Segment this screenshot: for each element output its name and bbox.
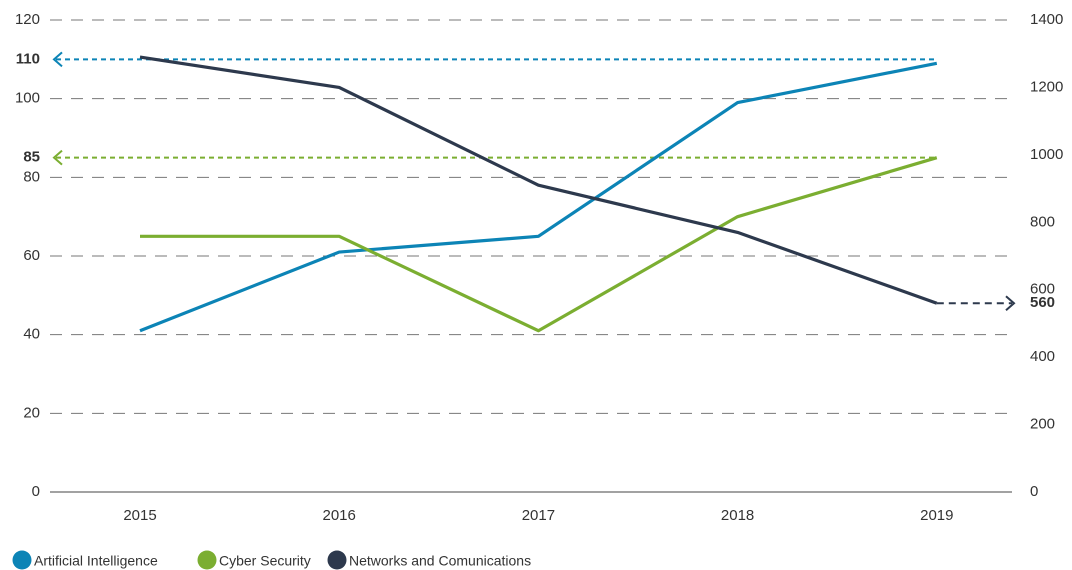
reference-arrow xyxy=(52,149,63,166)
series-line xyxy=(140,156,938,333)
y2-tick-label: 200 xyxy=(1030,416,1055,433)
series-line xyxy=(139,55,938,305)
reference-label: 560 xyxy=(1030,294,1055,311)
reference-label: 110 xyxy=(16,50,40,67)
legend-swatch xyxy=(327,550,347,570)
y-tick-label: 120 xyxy=(15,11,40,28)
x-tick-label: 2015 xyxy=(123,507,156,524)
y2-tick-label: 400 xyxy=(1030,348,1055,365)
y-tick-label: 20 xyxy=(23,404,40,421)
reference-arrow xyxy=(1005,295,1016,311)
y-tick-label: 0 xyxy=(32,483,40,500)
y2-tick-label: 0 xyxy=(1030,483,1038,500)
series-line xyxy=(139,61,938,333)
legend-label: Cyber Security xyxy=(219,553,311,569)
legend-label: Networks and Comunications xyxy=(349,553,531,569)
x-tick-label: 2019 xyxy=(920,507,953,524)
y2-tick-label: 600 xyxy=(1030,281,1055,298)
y2-tick-label: 800 xyxy=(1030,213,1055,230)
x-tick-label: 2016 xyxy=(323,507,356,524)
reference-arrow xyxy=(52,51,63,68)
x-tick-label: 2018 xyxy=(721,507,754,524)
x-tick-label: 2017 xyxy=(522,507,555,524)
y-tick-label: 100 xyxy=(15,90,40,107)
y2-tick-label: 1200 xyxy=(1030,78,1063,95)
y-tick-label: 40 xyxy=(23,326,40,343)
y2-tick-label: 1400 xyxy=(1030,11,1063,28)
y-tick-label: 60 xyxy=(23,247,40,264)
legend-swatch xyxy=(197,550,217,570)
legend-swatch xyxy=(12,550,32,570)
y-tick-label: 80 xyxy=(23,168,40,185)
y2-tick-label: 1000 xyxy=(1030,146,1063,163)
reference-label: 85 xyxy=(23,149,40,166)
legend-label: Artificial Intelligence xyxy=(34,553,158,569)
